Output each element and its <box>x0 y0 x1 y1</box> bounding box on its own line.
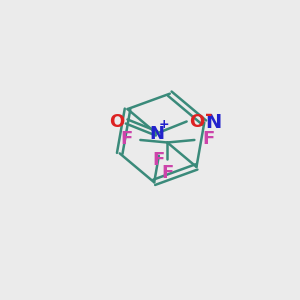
Text: F: F <box>161 164 173 182</box>
Text: N: N <box>205 113 221 132</box>
Text: +: + <box>158 118 169 131</box>
Text: O: O <box>189 112 204 130</box>
Text: F: F <box>120 130 133 148</box>
Text: F: F <box>152 151 164 169</box>
Text: O: O <box>109 112 124 130</box>
Text: -: - <box>205 106 212 124</box>
Text: N: N <box>149 124 164 142</box>
Text: F: F <box>202 130 214 148</box>
